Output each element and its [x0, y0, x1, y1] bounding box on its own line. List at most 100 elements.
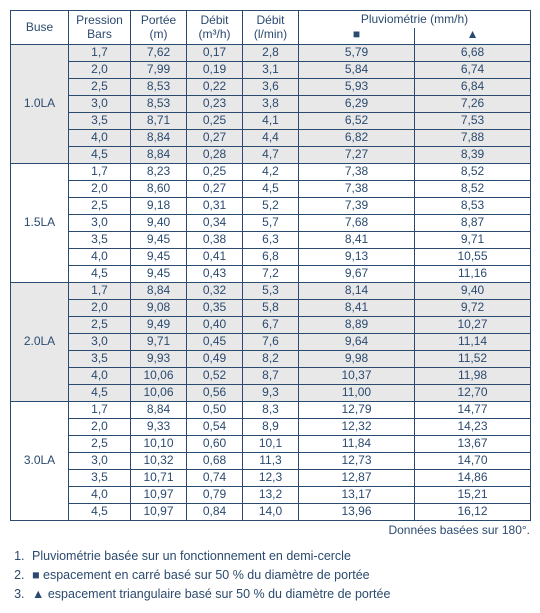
buse-cell: 2.0LA — [11, 283, 69, 402]
portee-cell: 10,10 — [131, 436, 187, 453]
pluv-triangle-cell: 6,68 — [415, 45, 531, 62]
debit-lmin-cell: 7,2 — [243, 266, 299, 283]
pluv-triangle-cell: 11,52 — [415, 351, 531, 368]
debit-m3h-cell: 0,17 — [187, 45, 243, 62]
header-pression: Pression Bars — [69, 11, 131, 45]
pression-cell: 4,0 — [69, 368, 131, 385]
portee-cell: 9,45 — [131, 232, 187, 249]
portee-cell: 10,71 — [131, 470, 187, 487]
pression-cell: 2,5 — [69, 436, 131, 453]
portee-cell: 9,33 — [131, 419, 187, 436]
debit-lmin-cell: 5,3 — [243, 283, 299, 300]
pression-cell: 1,7 — [69, 283, 131, 300]
table-row: 4,010,060,528,710,3711,98 — [11, 368, 531, 385]
pluv-triangle-cell: 6,74 — [415, 62, 531, 79]
pression-cell: 4,5 — [69, 147, 131, 164]
pluv-square-cell: 9,64 — [299, 334, 415, 351]
debit-lmin-cell: 3,8 — [243, 96, 299, 113]
pluv-square-cell: 7,39 — [299, 198, 415, 215]
debit-lmin-cell: 8,9 — [243, 419, 299, 436]
pluv-triangle-cell: 8,52 — [415, 164, 531, 181]
table-row: 2.0LA1,78,840,325,38,149,40 — [11, 283, 531, 300]
debit-lmin-cell: 4,5 — [243, 181, 299, 198]
pluv-square-cell: 12,73 — [299, 453, 415, 470]
debit-lmin-cell: 8,3 — [243, 402, 299, 419]
portee-cell: 10,06 — [131, 385, 187, 402]
debit-m3h-cell: 0,52 — [187, 368, 243, 385]
buse-cell: 1.5LA — [11, 164, 69, 283]
pression-cell: 3,0 — [69, 215, 131, 232]
debit-lmin-cell: 9,3 — [243, 385, 299, 402]
pression-cell: 4,5 — [69, 504, 131, 521]
pression-cell: 3,0 — [69, 96, 131, 113]
table-row: 3,58,710,254,16,527,53 — [11, 113, 531, 130]
table-row: 1.5LA1,78,230,254,27,388,52 — [11, 164, 531, 181]
debit-lmin-cell: 8,2 — [243, 351, 299, 368]
portee-cell: 9,45 — [131, 266, 187, 283]
pluv-triangle-cell: 7,53 — [415, 113, 531, 130]
pluv-square-cell: 5,84 — [299, 62, 415, 79]
debit-m3h-cell: 0,25 — [187, 164, 243, 181]
table-row: 3,09,400,345,77,688,87 — [11, 215, 531, 232]
debit-m3h-cell: 0,27 — [187, 130, 243, 147]
debit-lmin-cell: 10,1 — [243, 436, 299, 453]
table-row: 4,58,840,284,77,278,39 — [11, 147, 531, 164]
portee-cell: 8,60 — [131, 181, 187, 198]
pression-cell: 3,5 — [69, 351, 131, 368]
debit-m3h-cell: 0,27 — [187, 181, 243, 198]
debit-lmin-cell: 14,0 — [243, 504, 299, 521]
pluv-triangle-cell: 12,70 — [415, 385, 531, 402]
debit-m3h-cell: 0,28 — [187, 147, 243, 164]
debit-m3h-cell: 0,79 — [187, 487, 243, 504]
pluv-square-cell: 9,67 — [299, 266, 415, 283]
portee-cell: 8,71 — [131, 113, 187, 130]
pluv-triangle-cell: 9,72 — [415, 300, 531, 317]
table-row: 4,010,970,7913,213,1715,21 — [11, 487, 531, 504]
debit-m3h-cell: 0,60 — [187, 436, 243, 453]
pluv-triangle-cell: 14,86 — [415, 470, 531, 487]
table-row: 4,510,970,8414,013,9616,12 — [11, 504, 531, 521]
pluv-triangle-cell: 10,27 — [415, 317, 531, 334]
debit-m3h-cell: 0,22 — [187, 79, 243, 96]
table-row: 2,59,180,315,27,398,53 — [11, 198, 531, 215]
header-debit-lmin: Débit (l/min) — [243, 11, 299, 45]
portee-cell: 9,40 — [131, 215, 187, 232]
debit-lmin-cell: 5,8 — [243, 300, 299, 317]
debit-lmin-cell: 11,3 — [243, 453, 299, 470]
pluv-square-cell: 7,27 — [299, 147, 415, 164]
pluv-triangle-cell: 14,77 — [415, 402, 531, 419]
portee-cell: 9,71 — [131, 334, 187, 351]
pluv-square-cell: 11,00 — [299, 385, 415, 402]
pression-cell: 2,0 — [69, 181, 131, 198]
nozzle-data-table: Buse Pression Bars Portée (m) Débit (m³/… — [10, 10, 531, 521]
portee-cell: 9,45 — [131, 249, 187, 266]
table-row: 3,09,710,457,69,6411,14 — [11, 334, 531, 351]
debit-m3h-cell: 0,84 — [187, 504, 243, 521]
table-row: 2,09,080,355,88,419,72 — [11, 300, 531, 317]
header-portee: Portée (m) — [131, 11, 187, 45]
debit-m3h-cell: 0,43 — [187, 266, 243, 283]
pluv-square-cell: 7,38 — [299, 164, 415, 181]
pluv-square-cell: 5,79 — [299, 45, 415, 62]
header-buse: Buse — [11, 11, 69, 45]
pluv-square-cell: 12,87 — [299, 470, 415, 487]
table-row: 4,08,840,274,46,827,88 — [11, 130, 531, 147]
debit-m3h-cell: 0,74 — [187, 470, 243, 487]
table-row: 4,59,450,437,29,6711,16 — [11, 266, 531, 283]
header-pluv-triangle-icon: ▲ — [415, 28, 531, 45]
debit-lmin-cell: 7,6 — [243, 334, 299, 351]
table-row: 2,09,330,548,912,3214,23 — [11, 419, 531, 436]
pluv-square-cell: 8,89 — [299, 317, 415, 334]
portee-cell: 10,32 — [131, 453, 187, 470]
pluv-square-cell: 12,32 — [299, 419, 415, 436]
pluv-square-cell: 6,82 — [299, 130, 415, 147]
pluv-square-cell: 11,84 — [299, 436, 415, 453]
debit-lmin-cell: 6,7 — [243, 317, 299, 334]
pluv-triangle-cell: 13,67 — [415, 436, 531, 453]
footnote-item: Pluviométrie basée sur un fonctionnement… — [28, 547, 530, 566]
pression-cell: 3,5 — [69, 113, 131, 130]
buse-cell: 1.0LA — [11, 45, 69, 164]
pluv-square-cell: 10,37 — [299, 368, 415, 385]
portee-cell: 8,84 — [131, 283, 187, 300]
table-row: 2,08,600,274,57,388,52 — [11, 181, 531, 198]
